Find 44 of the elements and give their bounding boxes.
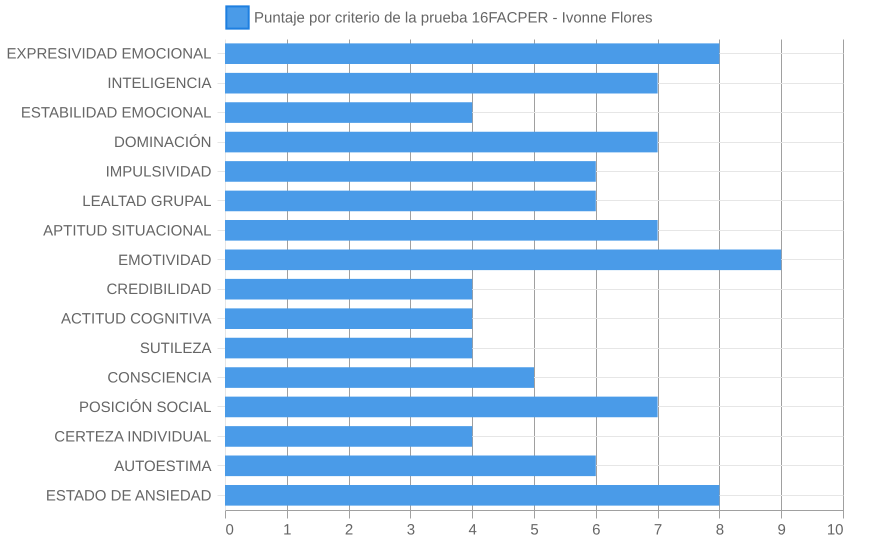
bar (225, 456, 596, 476)
y-tick-label: AUTOESTIMA (114, 458, 212, 475)
bar (225, 102, 472, 123)
bar (225, 484, 720, 506)
x-tick-label: 3 (406, 522, 416, 538)
x-tick-label: 7 (654, 522, 662, 538)
y-tick-label: EXPRESIVIDAD EMOCIONAL (6, 46, 212, 63)
x-tick-label: 0 (226, 522, 234, 538)
y-tick-label: DOMINACIÓN (114, 133, 212, 152)
x-tick-label: 10 (826, 522, 844, 538)
x-tick-label: 9 (778, 522, 786, 538)
bar (225, 396, 658, 418)
bar (225, 132, 658, 152)
bar (225, 43, 720, 64)
bar (225, 338, 472, 358)
y-tick-label: ESTADO DE ANSIEDAD (46, 487, 212, 504)
bar (225, 249, 782, 270)
y-tick-label: IMPULSIVIDAD (106, 163, 212, 180)
y-tick-label: POSICIÓN SOCIAL (78, 398, 212, 416)
y-tick-label: EMOTIVIDAD (118, 252, 212, 269)
y-tick-label: SUTILEZA (140, 340, 212, 358)
bar (225, 308, 472, 329)
x-tick-label: 4 (468, 522, 477, 538)
y-tick-label: LEALTAD GRUPAL (82, 192, 212, 210)
x-tick-label: 8 (716, 522, 724, 538)
bar (225, 190, 596, 212)
bar (225, 426, 472, 447)
bar (225, 72, 658, 94)
bar (225, 367, 534, 388)
y-tick-label: ESTABILIDAD EMOCIONAL (20, 104, 212, 122)
bar (225, 220, 658, 241)
bar (225, 161, 596, 182)
x-tick-label: 1 (283, 522, 292, 538)
x-tick-label: 6 (592, 522, 600, 538)
y-tick-label: CREDIBILIDAD (106, 281, 212, 298)
y-tick-label: ACTITUD COGNITIVA (60, 310, 212, 328)
legend-label: Puntaje por criterio de la prueba 16FACPER - Ivonne Flores (254, 10, 653, 26)
y-tick-label: APTITUD SITUACIONAL (43, 222, 212, 240)
bar (225, 278, 472, 300)
y-tick-label: CONSCIENCIA (107, 370, 212, 387)
x-tick-label: 5 (530, 522, 539, 538)
x-tick-label: 2 (344, 522, 354, 538)
y-tick-label: INTELIGENCIA (107, 75, 212, 92)
y-tick-label: CERTEZA INDIVIDUAL (54, 428, 212, 446)
